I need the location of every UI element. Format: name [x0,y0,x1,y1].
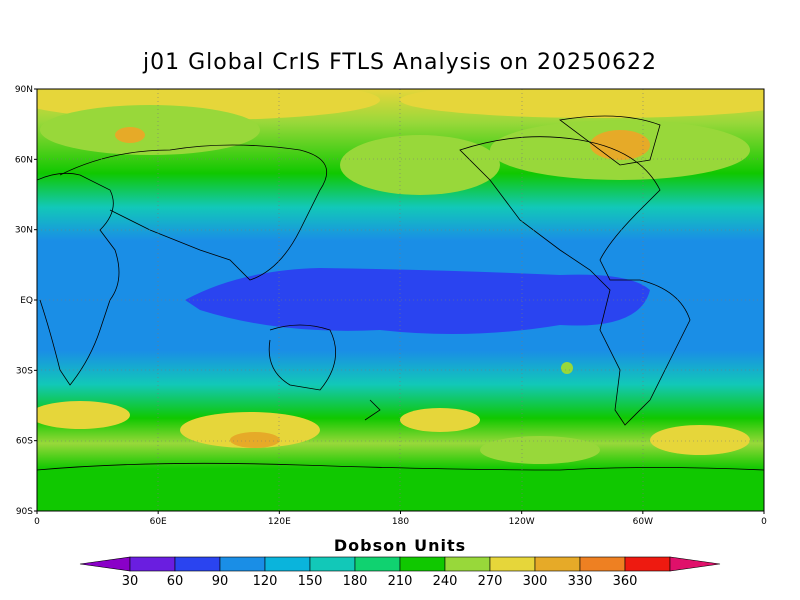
colorbar-label: 240 [433,574,458,589]
lon-tick-label: 120E [268,517,291,527]
lon-tick-label: 0 [34,517,40,527]
colorbar: 30 60 90 120 150 180 210 240 270 300 330 360 [79,556,721,589]
colorbar-box [399,556,446,572]
colorbar-box [489,556,536,572]
colorbar-extend-low [79,556,131,572]
colorbar-box [309,556,356,572]
longitude-ticks: 0 60E 120E 180 120W 60W 0 [34,511,767,527]
colorbar-label: 120 [253,574,278,589]
colorbar-label: 30 [122,574,139,589]
lon-tick-label: 180 [392,517,409,527]
lat-tick-label: 30S [16,366,33,376]
colorbar-label: 270 [478,574,503,589]
colorbar-box [444,556,491,572]
coastlines [37,115,764,471]
ozone-field [37,89,764,511]
colorbar-box [534,556,581,572]
colorbar-label: 300 [523,574,548,589]
colorbar-box [174,556,221,572]
colorbar-title: Dobson Units [333,536,467,555]
colorbar-box [129,556,176,572]
lon-tick-label: 60W [633,517,653,527]
lat-tick-label: 60N [15,155,33,165]
colorbar-label: 330 [568,574,593,589]
colorbar-label: 210 [388,574,413,589]
lat-tick-label: 90N [15,85,33,95]
lat-tick-label: 30N [15,226,33,236]
colorbar-box [354,556,401,572]
colorbar-label: 360 [613,574,638,589]
lon-tick-label: 0 [761,517,767,527]
colorbar-box [624,556,671,572]
lat-tick-label: EQ [20,296,33,306]
lon-tick-label: 120W [509,517,535,527]
latitude-ticks: 90N 60N 30N EQ 30S 60S 90S [15,85,37,517]
colorbar-label: 180 [343,574,368,589]
lat-tick-label: 90S [16,507,33,517]
colorbar-label: 150 [298,574,323,589]
colorbar-label: 60 [167,574,184,589]
colorbar-label: 90 [212,574,229,589]
colorbar-box [579,556,626,572]
colorbar-extend-high [669,556,721,572]
map-title: j01 Global CrIS FTLS Analysis on 2025062… [142,50,658,75]
lon-tick-label: 60E [150,517,167,527]
colorbar-box [264,556,311,572]
colorbar-box [219,556,266,572]
lat-tick-label: 60S [16,437,33,447]
